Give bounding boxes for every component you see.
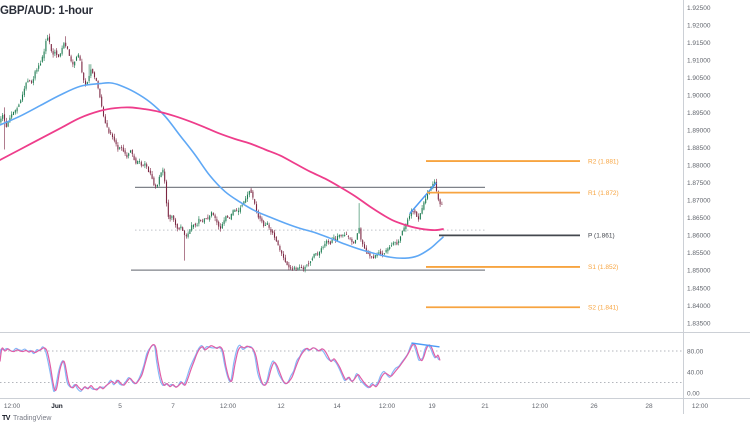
tradingview-attribution[interactable]: TV TradingView: [2, 415, 51, 422]
price-axis-label: 1.88500: [687, 145, 711, 152]
pivot-levels: R2 (1.881) R1 (1.872) P (1.861) S1 (1.852) S…: [426, 158, 619, 312]
price-axis-label: 1.92500: [687, 5, 711, 12]
price-axis-label: 1.89000: [687, 128, 711, 135]
price-axis-label: 1.86500: [687, 215, 711, 222]
time-axis-label: 7: [171, 403, 175, 410]
price-axis-label: 1.88000: [687, 163, 711, 170]
tradingview-logo-icon: TV: [2, 415, 10, 422]
price-axis-label: 1.92000: [687, 22, 711, 29]
price-axis-label: 1.87500: [687, 180, 711, 187]
price-axis-label: 1.90500: [687, 75, 711, 82]
time-axis-label: 19: [428, 403, 436, 410]
time-axis-label: 28: [645, 403, 653, 410]
price-axis-label: 1.87000: [687, 198, 711, 205]
time-axis[interactable]: 12:00 Jun 5 7 12:00 12 14 12:00 19 21 12:00 26 28 12:…: [4, 403, 709, 410]
time-axis-label: 12:00: [532, 403, 549, 410]
time-axis-label: 14: [333, 403, 341, 410]
pivot-label-s1: S1 (1.852): [588, 264, 618, 271]
price-axis-label: 1.85000: [687, 268, 711, 275]
price-trendline[interactable]: [409, 182, 437, 215]
time-axis-label: 12:00: [4, 403, 21, 410]
price-axis-label: 1.83500: [687, 320, 711, 327]
stoch-trendline[interactable]: [411, 342, 440, 348]
pivot-label-p: P (1.861): [588, 233, 615, 240]
stoch-axis-label: 0.00: [687, 390, 700, 397]
time-axis-label: 12:00: [692, 403, 709, 410]
pivot-label-r2: R2 (1.881): [588, 158, 619, 165]
time-axis-label: 21: [481, 403, 489, 410]
time-axis-label: 5: [118, 403, 122, 410]
price-axis-label: 1.91500: [687, 40, 711, 47]
price-axis-label: 1.90000: [687, 92, 711, 99]
time-axis-label: Jun: [51, 403, 63, 410]
stoch-pane[interactable]: [0, 342, 684, 393]
ma-slow-line[interactable]: [0, 106, 444, 232]
time-axis-label: 12:00: [379, 403, 396, 410]
pane-borders: [0, 0, 750, 414]
price-axis-label: 1.84000: [687, 303, 711, 310]
time-axis-label: 26: [590, 403, 598, 410]
price-axis[interactable]: 1.92500 1.92000 1.91500 1.91000 1.90500 1.900…: [687, 5, 711, 398]
time-axis-label: 12:00: [220, 403, 237, 410]
price-axis-label: 1.85500: [687, 250, 711, 257]
stoch-axis-label: 40.00: [687, 369, 704, 376]
price-pane[interactable]: R2 (1.881) R1 (1.872) P (1.861) S1 (1.852) S…: [0, 33, 619, 312]
candlestick-series: [0, 33, 443, 273]
time-axis-label: 12: [277, 403, 285, 410]
pivot-label-r1: R1 (1.872): [588, 190, 619, 197]
price-axis-label: 1.86000: [687, 233, 711, 240]
pivot-label-s2: S2 (1.841): [588, 305, 618, 312]
price-axis-label: 1.89500: [687, 110, 711, 117]
stoch-axis-label: 80.00: [687, 348, 704, 355]
price-axis-label: 1.84500: [687, 285, 711, 292]
symbol-title: GBP/AUD: 1-hour: [0, 5, 93, 17]
tradingview-label: TradingView: [12, 415, 52, 422]
stoch-d-line[interactable]: [0, 343, 441, 392]
price-axis-label: 1.91000: [687, 57, 711, 64]
ma-fast-line[interactable]: [0, 81, 444, 260]
